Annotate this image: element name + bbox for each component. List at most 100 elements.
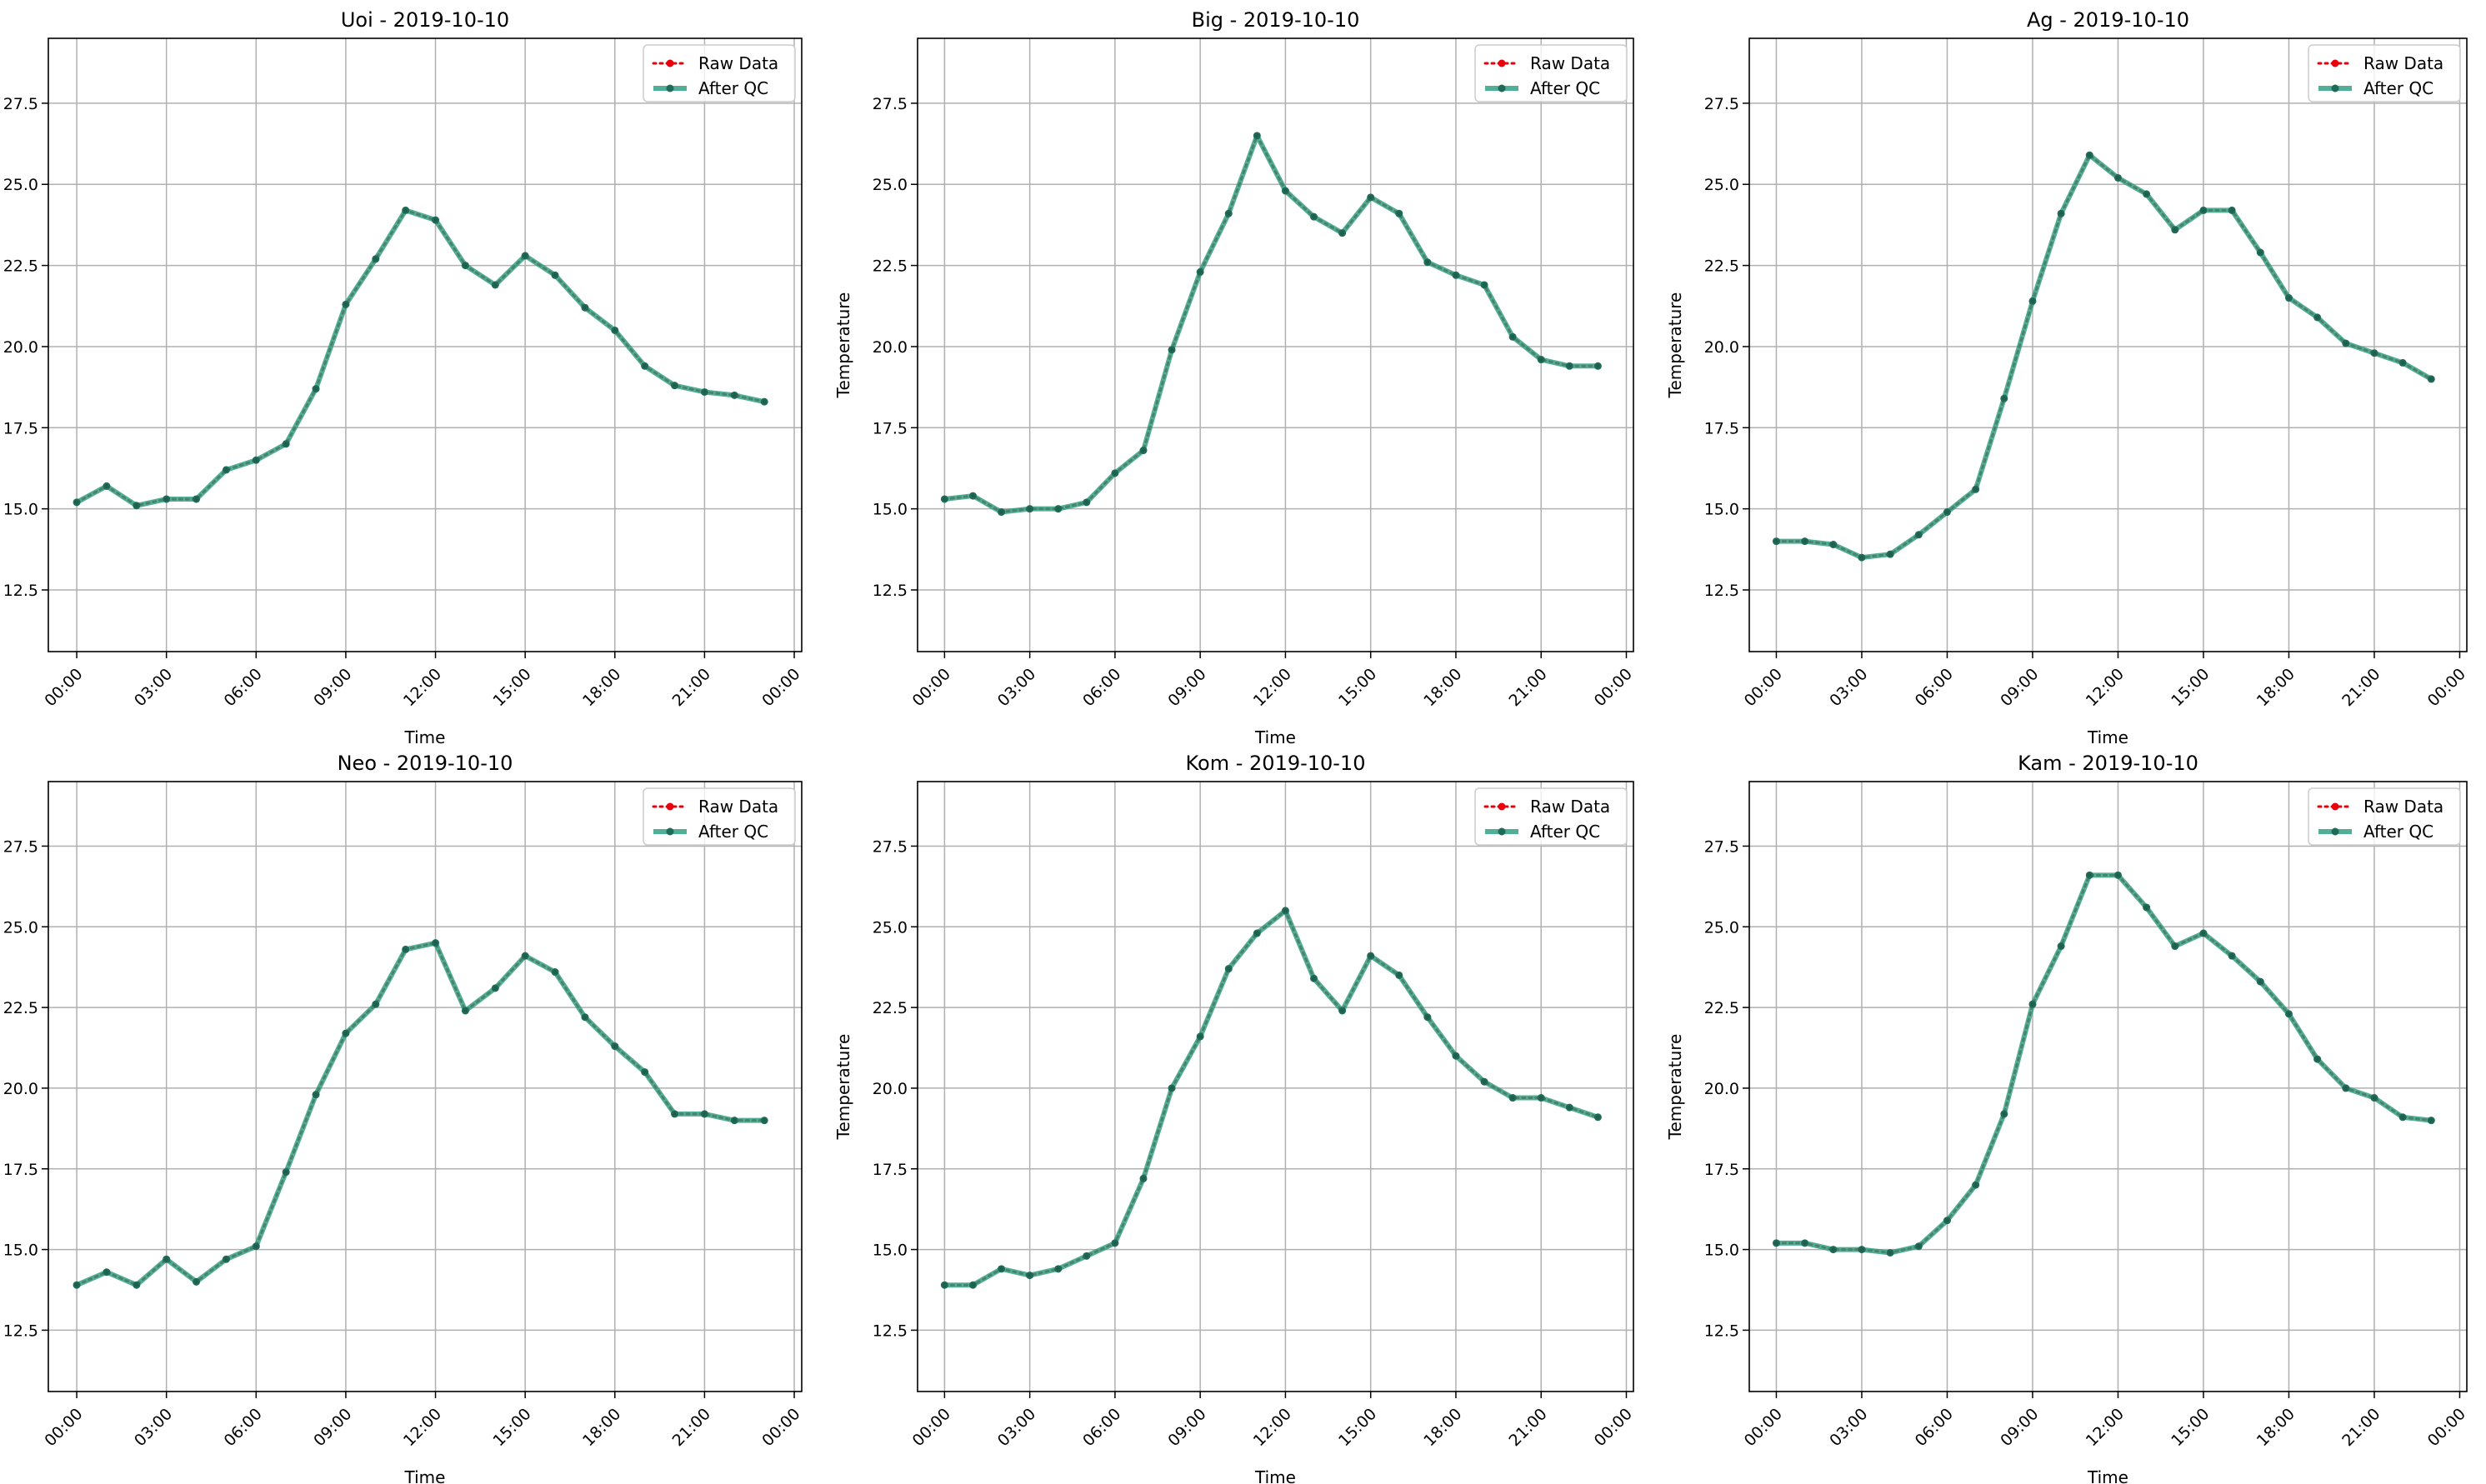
y-tick-label: 12.5 <box>3 582 38 600</box>
y-axis-label: Temperature <box>1665 292 1685 399</box>
series-group <box>73 206 768 510</box>
y-axis-label: Temperature <box>833 292 853 399</box>
legend: Raw Data After QC <box>2308 787 2461 846</box>
y-tick-label: 22.5 <box>873 999 908 1017</box>
raw-data-point <box>104 1270 109 1274</box>
y-tick-label: 27.5 <box>1704 837 1739 856</box>
x-axis: 00:00 03:00 06:00 09:00 12:00 15:00 18:00 21:00… <box>1741 652 2469 710</box>
y-axis-label: Temperature <box>833 1034 853 1141</box>
legend-raw-label: Raw Data <box>1530 53 1610 73</box>
legend: Raw Data After QC <box>2308 44 2461 102</box>
chart-title: Kam - 2019-10-10 <box>2018 752 2198 775</box>
legend-raw-label: Raw Data <box>698 797 778 817</box>
raw-data-point <box>2372 351 2377 355</box>
x-tick-label: 06:00 <box>1912 1405 1957 1450</box>
raw-data-point <box>1056 507 1060 511</box>
raw-data-point <box>733 393 737 397</box>
raw-data-point <box>2400 361 2405 365</box>
x-tick-label: 00:00 <box>758 665 803 710</box>
y-tick-label: 27.5 <box>3 95 38 113</box>
raw-data-point <box>999 1267 1003 1272</box>
x-axis: 00:00 03:00 06:00 09:00 12:00 15:00 18:00 21:00… <box>1741 1392 2469 1450</box>
raw-data-point <box>1510 1096 1515 1100</box>
x-tick-label: 09:00 <box>1997 665 2042 710</box>
raw-data-line <box>943 908 1599 1287</box>
raw-data-point <box>1340 231 1344 235</box>
y-tick-label: 15.0 <box>1704 1242 1739 1260</box>
raw-data-point <box>164 497 168 502</box>
raw-data-point <box>1539 357 1543 362</box>
legend-qc-label: After QC <box>1530 78 1600 98</box>
legend-raw-label: Raw Data <box>698 53 778 73</box>
raw-data-point <box>1831 542 1835 547</box>
legend: Raw Data After QC <box>1474 44 1628 102</box>
y-tick-label: 12.5 <box>873 582 908 600</box>
series-group <box>940 907 1602 1289</box>
raw-data-point <box>1917 1244 1921 1248</box>
series-group <box>940 132 1602 517</box>
raw-data-point <box>1888 552 1893 557</box>
x-tick-label: 00:00 <box>2424 665 2469 710</box>
x-tick-label: 21:00 <box>1505 665 1550 710</box>
raw-data-point <box>1596 1115 1600 1119</box>
chart-title: Ag - 2019-10-10 <box>2027 8 2189 32</box>
y-axis: 12.5 15.0 17.5 20.0 22.5 25.0 27.5 <box>3 95 48 600</box>
raw-data-point <box>1482 1079 1487 1084</box>
raw-data-point <box>2258 979 2263 984</box>
x-axis: 00:00 03:00 06:00 09:00 12:00 15:00 18:00 21:00… <box>909 652 1636 710</box>
x-tick-label: 00:00 <box>1741 1405 1786 1450</box>
y-tick-label: 15.0 <box>873 501 908 519</box>
raw-data-point <box>1169 1086 1174 1091</box>
raw-data-point <box>283 1170 288 1174</box>
axes-frame <box>1748 37 2468 652</box>
axes-frame <box>917 37 1634 652</box>
axes-frame <box>48 37 803 652</box>
y-tick-label: 15.0 <box>3 1242 38 1260</box>
y-tick-label: 25.0 <box>1704 176 1739 194</box>
x-tick-label: 06:00 <box>1079 665 1124 710</box>
series-group <box>73 939 768 1289</box>
raw-data-point <box>2229 953 2234 958</box>
raw-data-point <box>2343 1086 2348 1091</box>
after-qc-line <box>75 940 765 1288</box>
raw-data-point <box>703 390 707 394</box>
raw-data-point <box>313 1092 318 1097</box>
raw-data-point <box>1255 931 1259 936</box>
raw-data-point <box>2173 944 2177 948</box>
y-tick-label: 22.5 <box>3 999 38 1017</box>
x-tick-label: 09:00 <box>1164 1405 1209 1450</box>
x-tick-label: 09:00 <box>1997 1405 2042 1450</box>
raw-data-point <box>1340 1008 1344 1013</box>
axes-frame <box>1748 781 2468 1392</box>
x-tick-label: 21:00 <box>2338 665 2383 710</box>
raw-data-point <box>1945 510 1949 514</box>
raw-data-point <box>2002 397 2006 401</box>
legend: Raw Data After QC <box>1474 787 1628 846</box>
raw-data-point <box>1568 364 1572 368</box>
y-tick-label: 17.5 <box>1704 1161 1739 1179</box>
x-tick-label: 03:00 <box>131 665 176 710</box>
raw-data-point <box>1227 967 1231 971</box>
raw-data-point <box>1084 1254 1089 1258</box>
raw-data-point <box>403 208 408 212</box>
y-tick-label: 20.0 <box>873 338 908 357</box>
raw-data-point <box>1397 212 1401 216</box>
raw-data-point <box>1198 1034 1203 1039</box>
y-axis: 12.5 15.0 17.5 20.0 22.5 25.0 27.5 <box>873 95 918 600</box>
after-qc-line <box>1776 872 2432 1256</box>
raw-data-point <box>2372 1096 2377 1100</box>
raw-data-point <box>1945 1218 1949 1222</box>
raw-data-point <box>943 497 947 502</box>
raw-data-point <box>1973 1182 1978 1187</box>
legend-raw-marker <box>2331 802 2339 811</box>
raw-data-point <box>1917 532 1921 537</box>
y-tick-label: 20.0 <box>1704 1080 1739 1098</box>
x-axis-label: Time <box>1254 727 1296 747</box>
after-qc-line <box>944 132 1598 515</box>
grid <box>918 782 1633 1392</box>
raw-data-point <box>104 484 109 488</box>
raw-data-point <box>2144 905 2148 910</box>
raw-data-point <box>134 1282 139 1287</box>
y-axis-label: Temperature <box>1665 1034 1685 1141</box>
